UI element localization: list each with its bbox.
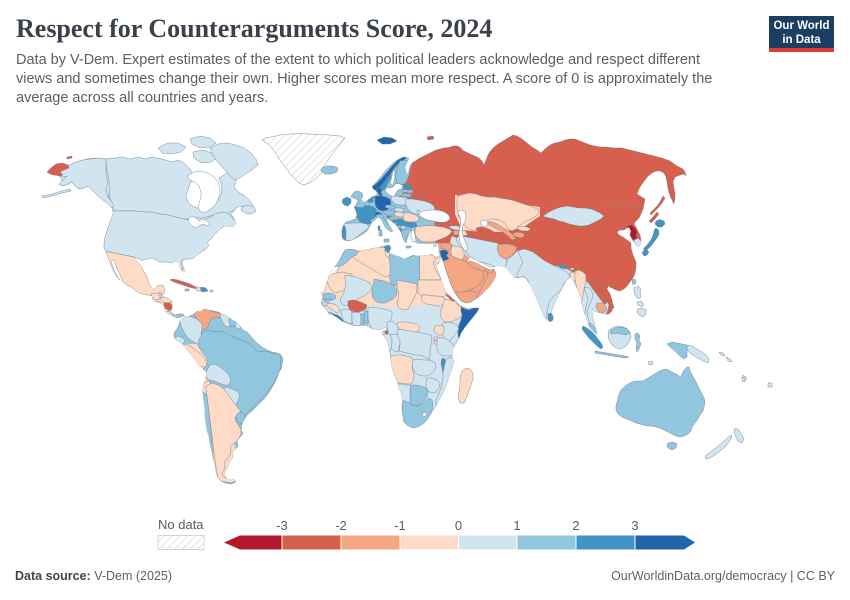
svg-text:-3: -3 — [276, 518, 288, 533]
svg-text:-1: -1 — [394, 518, 406, 533]
svg-text:0: 0 — [455, 518, 462, 533]
svg-text:-2: -2 — [335, 518, 347, 533]
svg-text:No data: No data — [158, 517, 204, 532]
svg-text:2: 2 — [572, 518, 579, 533]
svg-text:3: 3 — [631, 518, 638, 533]
svg-text:1: 1 — [513, 518, 520, 533]
